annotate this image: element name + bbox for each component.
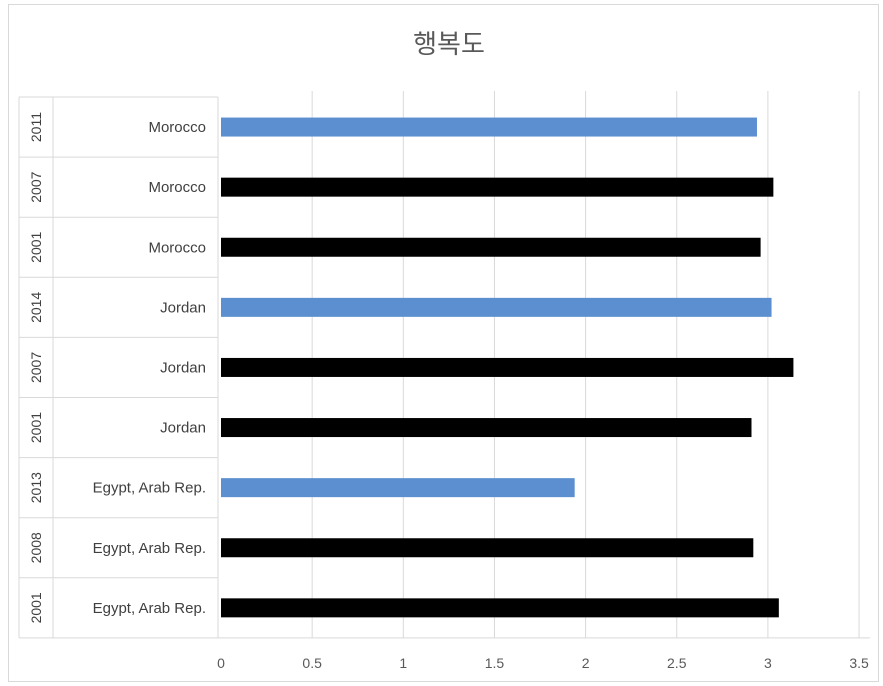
bar [221, 357, 794, 377]
bar [221, 177, 774, 197]
x-tick-label: 2 [582, 655, 590, 671]
chart-frame: 행복도 2011 Morocco 2007 Morocco 2001 Morocco 201… [8, 4, 879, 682]
bar [221, 237, 761, 257]
country-label: Egypt, Arab Rep. [93, 480, 206, 497]
x-tick-label: 1.5 [485, 655, 505, 671]
year-label: 2013 [28, 472, 44, 503]
year-label: 2001 [28, 592, 44, 623]
x-tick-label: 0.5 [302, 655, 322, 671]
x-tick-label: 0 [217, 655, 225, 671]
x-tick-label: 3 [764, 655, 772, 671]
bar [221, 538, 754, 558]
country-label: Morocco [148, 239, 206, 256]
country-label: Jordan [160, 359, 206, 376]
year-label: 2008 [28, 532, 44, 563]
year-label: 2007 [28, 352, 44, 383]
chart-title: 행복도 [413, 30, 485, 60]
x-tick-label: 3.5 [849, 655, 869, 671]
bars [221, 117, 794, 618]
bar [221, 598, 779, 618]
bar [221, 117, 757, 137]
country-label: Jordan [160, 299, 206, 316]
country-label: Egypt, Arab Rep. [93, 600, 206, 617]
category-table: 2011 Morocco 2007 Morocco 2001 Morocco 2014 Jor… [18, 96, 870, 639]
bar [221, 478, 575, 498]
x-tick-label: 2.5 [667, 655, 687, 671]
country-label: Egypt, Arab Rep. [93, 540, 206, 557]
country-label: Jordan [160, 420, 206, 437]
year-label: 2001 [28, 231, 44, 262]
year-label: 2007 [28, 171, 44, 202]
bar [221, 297, 772, 317]
year-label: 2001 [28, 412, 44, 443]
country-label: Morocco [148, 179, 206, 196]
country-label: Morocco [148, 119, 206, 136]
x-axis-ticks: 0 0.5 1 1.5 2 2.5 3 3.5 [217, 655, 869, 671]
bar [221, 418, 752, 438]
year-label: 2014 [28, 292, 44, 323]
year-label: 2011 [28, 112, 44, 142]
x-tick-label: 1 [399, 655, 407, 671]
